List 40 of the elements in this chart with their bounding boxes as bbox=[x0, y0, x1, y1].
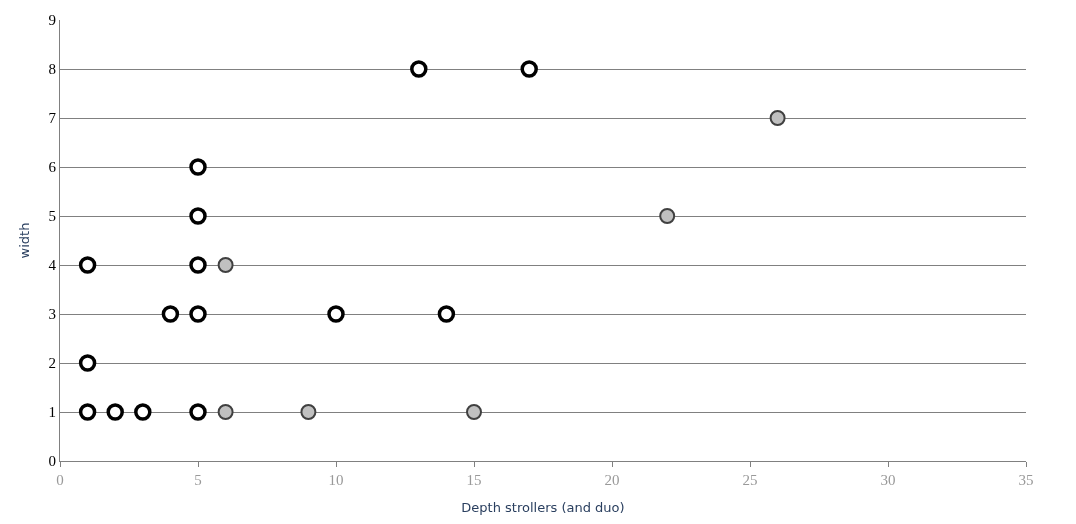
point bbox=[189, 256, 207, 274]
point bbox=[300, 404, 317, 420]
point bbox=[189, 207, 207, 225]
x-tick-label: 10 bbox=[328, 472, 344, 488]
x-tick-label: 35 bbox=[1018, 472, 1034, 488]
point bbox=[769, 110, 786, 126]
y-axis-title: width bbox=[17, 222, 33, 259]
x-axis-title: Depth strollers (and duo) bbox=[461, 499, 625, 515]
x-tick-label: 30 bbox=[880, 472, 896, 488]
y-tick-label: 5 bbox=[48, 208, 56, 225]
point bbox=[134, 403, 152, 421]
y-tick-label: 4 bbox=[48, 257, 57, 274]
y-tick-label: 0 bbox=[48, 453, 56, 470]
point bbox=[327, 305, 345, 323]
point bbox=[78, 256, 97, 274]
y-tick-label: 7 bbox=[48, 110, 57, 127]
point bbox=[189, 403, 207, 421]
x-tick-label: 20 bbox=[604, 472, 620, 488]
y-tick-label: 1 bbox=[48, 404, 56, 421]
point bbox=[217, 257, 234, 273]
point bbox=[78, 354, 97, 372]
point bbox=[466, 404, 482, 420]
x-tick-label: 25 bbox=[742, 472, 758, 488]
y-tick-label: 8 bbox=[48, 61, 56, 78]
y-tick-label: 9 bbox=[48, 12, 56, 29]
point bbox=[78, 403, 97, 421]
point bbox=[410, 60, 428, 78]
y-tick-label: 2 bbox=[48, 355, 56, 372]
point bbox=[189, 158, 207, 176]
point bbox=[106, 403, 124, 421]
x-tick-label: 15 bbox=[466, 472, 482, 488]
point bbox=[659, 208, 676, 224]
point bbox=[437, 305, 456, 323]
x-tick-label: 5 bbox=[194, 472, 202, 488]
y-tick-label: 3 bbox=[48, 306, 56, 323]
point bbox=[217, 404, 234, 420]
point bbox=[189, 305, 207, 323]
point bbox=[161, 305, 180, 323]
y-tick-label: 6 bbox=[48, 159, 57, 176]
point bbox=[520, 60, 538, 78]
